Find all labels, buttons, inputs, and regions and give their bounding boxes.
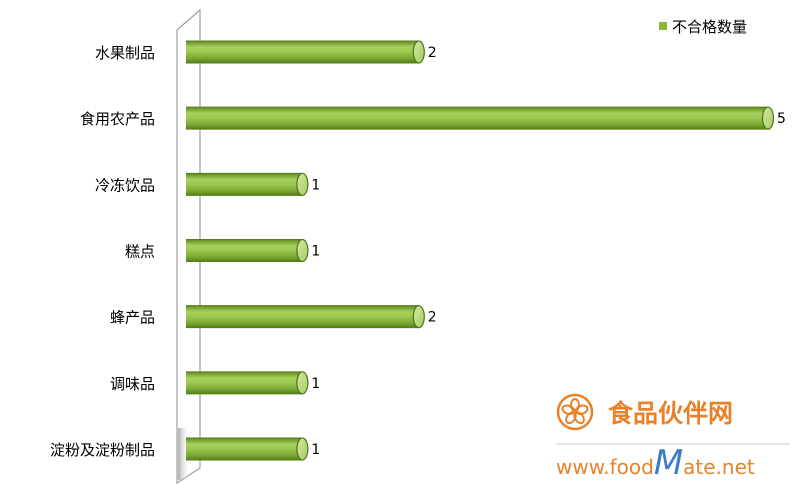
value-labels: 2 5 1 1 2 1 1 xyxy=(311,45,786,458)
bar-group xyxy=(186,305,425,329)
bar-end-cap xyxy=(296,172,309,196)
watermark-url-suffix: ate.net xyxy=(683,455,755,479)
value-label: 1 xyxy=(311,442,320,458)
bar-outline xyxy=(186,40,419,64)
value-label: 2 xyxy=(428,310,437,326)
value-label: 2 xyxy=(428,45,437,61)
bar xyxy=(186,305,419,328)
bar-end-cap xyxy=(296,371,309,395)
category-label: 调味品 xyxy=(110,375,155,393)
value-label: 1 xyxy=(311,376,320,392)
bar-end-cap xyxy=(412,305,425,329)
bar-group xyxy=(186,437,309,461)
bar-series xyxy=(186,40,775,461)
watermark-url-m: M xyxy=(654,443,683,483)
category-label: 淀粉及淀粉制品 xyxy=(50,441,155,459)
bar xyxy=(186,173,303,196)
bar-group xyxy=(186,172,309,196)
bar-group xyxy=(186,106,775,130)
bar-outline xyxy=(186,371,303,395)
watermark-name: 食品伙伴网 xyxy=(608,399,733,428)
category-label: 冷冻饮品 xyxy=(95,176,155,194)
bar xyxy=(186,371,303,394)
category-label: 蜂产品 xyxy=(110,309,155,327)
bar-group xyxy=(186,371,309,395)
watermark-url-prefix: www.food xyxy=(556,455,654,479)
bar-outline xyxy=(186,106,768,130)
bar-outline xyxy=(186,437,303,461)
bar xyxy=(186,107,768,130)
bar-outline xyxy=(186,305,419,329)
category-label: 水果制品 xyxy=(95,44,155,62)
bar-outline xyxy=(186,239,303,262)
bar-outline xyxy=(186,172,303,196)
bar-end-cap xyxy=(296,238,309,263)
bar xyxy=(186,239,303,262)
legend-swatch xyxy=(659,22,667,30)
bar xyxy=(186,41,419,63)
category-label: 食用农产品 xyxy=(80,110,155,128)
bar-group xyxy=(186,40,425,64)
value-label: 1 xyxy=(311,177,320,193)
category-label: 糕点 xyxy=(125,243,155,261)
bar-end-cap xyxy=(296,437,309,461)
bar-end-cap xyxy=(761,106,775,130)
watermark-url: www.foodMate.net xyxy=(556,443,755,483)
legend: 不合格数量 xyxy=(659,18,747,36)
bar-end-cap xyxy=(412,40,425,64)
legend-label: 不合格数量 xyxy=(672,18,747,36)
bar-group xyxy=(186,238,309,263)
value-label: 5 xyxy=(777,111,786,127)
value-label: 1 xyxy=(311,244,320,260)
flower-logo-icon xyxy=(556,393,594,431)
watermark-logo: 食品伙伴网 www.foodMate.net xyxy=(556,393,790,483)
bar xyxy=(186,438,303,460)
